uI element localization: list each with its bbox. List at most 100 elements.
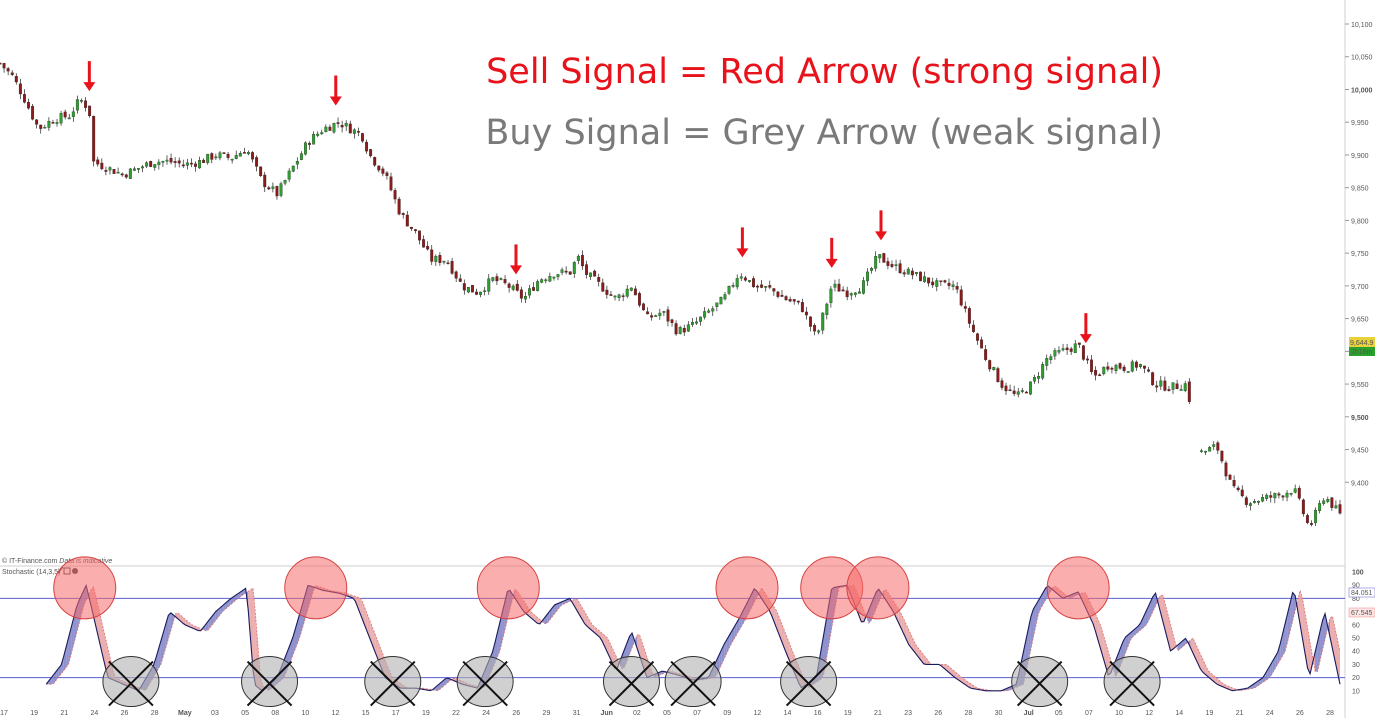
candle-body xyxy=(214,156,218,159)
candle-body xyxy=(1118,363,1122,369)
candle-body xyxy=(841,289,845,292)
price-tick-label: 10,100 xyxy=(1351,22,1373,29)
candle-body xyxy=(695,321,698,324)
candle-body xyxy=(71,111,75,117)
last-price-tag: 9,644.9 xyxy=(1349,337,1375,347)
stoch-band-segment xyxy=(63,646,67,671)
candle-body xyxy=(711,308,715,312)
candle-body xyxy=(287,170,291,180)
stoch-band-segment xyxy=(155,649,159,674)
candle-body xyxy=(487,278,491,292)
candle-body xyxy=(837,283,841,292)
candle-body xyxy=(605,289,609,295)
overbought-sell-circle xyxy=(1046,556,1110,620)
candle-body xyxy=(185,162,189,166)
stoch-band-segment xyxy=(494,632,498,663)
candle-body xyxy=(328,126,332,131)
candle-body xyxy=(157,161,161,165)
oversold-buy-circle xyxy=(364,656,422,708)
candle-body xyxy=(430,249,434,262)
candle-body xyxy=(678,327,682,334)
candle-body xyxy=(299,153,303,160)
stoch-tick-label: 30 xyxy=(1352,662,1360,669)
cross-out-icon xyxy=(370,660,416,707)
candle-body xyxy=(259,166,263,177)
candle-body xyxy=(251,152,254,160)
date-tick-label: 05 xyxy=(1055,710,1063,717)
stoch-band-segment xyxy=(1277,643,1281,665)
date-tick-label: 26 xyxy=(512,710,520,717)
stoch-band-segment xyxy=(1123,636,1126,660)
sell-signal-legend: Sell Signal = Red Arrow (strong signal) xyxy=(486,52,1163,92)
stoch-band-segment xyxy=(1315,641,1318,672)
candle-body xyxy=(1020,390,1024,392)
candle-body xyxy=(59,113,63,124)
cross-out-icon xyxy=(108,660,154,707)
stoch-band-segment xyxy=(943,664,947,671)
candle-body xyxy=(992,367,996,371)
candle-body xyxy=(1310,523,1313,525)
candle-body xyxy=(796,300,800,303)
candle-body xyxy=(980,339,984,349)
date-tick-label: May xyxy=(178,710,192,717)
sell-arrow-icon xyxy=(509,244,522,275)
svg-text:67.545: 67.545 xyxy=(1351,610,1373,617)
candle-body xyxy=(845,290,849,298)
stoch-tick-label: 50 xyxy=(1352,636,1360,643)
date-tick-label: 19 xyxy=(422,710,430,717)
candle-body xyxy=(1204,450,1208,453)
date-tick-label: 26 xyxy=(934,710,942,717)
candle-body xyxy=(658,312,662,316)
candle-body xyxy=(202,159,206,163)
stoch-band-segment xyxy=(1190,638,1193,653)
candle-body xyxy=(715,302,719,307)
candle-body xyxy=(426,245,430,250)
candle-body xyxy=(1053,350,1057,357)
candle-body xyxy=(35,119,39,125)
date-tick-label: 17 xyxy=(0,710,8,717)
candle-body xyxy=(2,63,6,69)
stoch-band-segment xyxy=(1035,600,1039,626)
candle-body xyxy=(1065,347,1069,351)
candle-body xyxy=(735,278,739,288)
candle-body xyxy=(462,283,466,291)
candle-body xyxy=(772,288,776,292)
date-tick-label: 14 xyxy=(784,710,792,717)
date-tick-label: 03 xyxy=(211,710,219,717)
candle-body xyxy=(454,271,458,279)
oversold-buy-circle xyxy=(456,656,514,708)
candle-body xyxy=(1338,504,1342,514)
sell-arrow-head xyxy=(1079,334,1092,344)
stoch-band-segment xyxy=(1280,633,1283,661)
candle-body xyxy=(935,280,939,287)
candle-body xyxy=(458,278,462,282)
candle-body xyxy=(279,183,283,196)
candle-body xyxy=(222,152,226,154)
candle-body xyxy=(638,293,641,306)
candle-body xyxy=(633,288,637,296)
candle-body xyxy=(829,288,833,303)
sell-arrow-icon xyxy=(329,75,342,106)
candle-body xyxy=(1102,366,1106,375)
candle-body xyxy=(1037,375,1041,379)
candle-body xyxy=(365,141,369,152)
sell-arrow-head xyxy=(736,248,749,258)
candle-body xyxy=(1216,442,1220,451)
date-tick-label: 02 xyxy=(633,710,641,717)
candle-body xyxy=(1334,505,1338,509)
candle-body xyxy=(654,315,658,317)
candle-body xyxy=(55,122,59,124)
candle-body xyxy=(503,279,507,284)
candle-body xyxy=(1297,487,1301,499)
candle-body xyxy=(312,134,316,145)
stoch-tick-label: 40 xyxy=(1352,649,1360,656)
overbought-sell-circle xyxy=(846,556,910,620)
candle-body xyxy=(585,264,588,275)
candle-body xyxy=(92,115,96,162)
date-axis: 17 19 21 24 26 28 May 03 05 08 10 12 15 17 19 22 24 26 29 3… xyxy=(0,710,1334,717)
date-tick-label: 21 xyxy=(1236,710,1244,717)
candle-body xyxy=(882,253,886,263)
stoch-band-segment xyxy=(928,661,932,665)
oversold-buy-circle xyxy=(602,656,660,708)
candle-body xyxy=(438,254,442,263)
